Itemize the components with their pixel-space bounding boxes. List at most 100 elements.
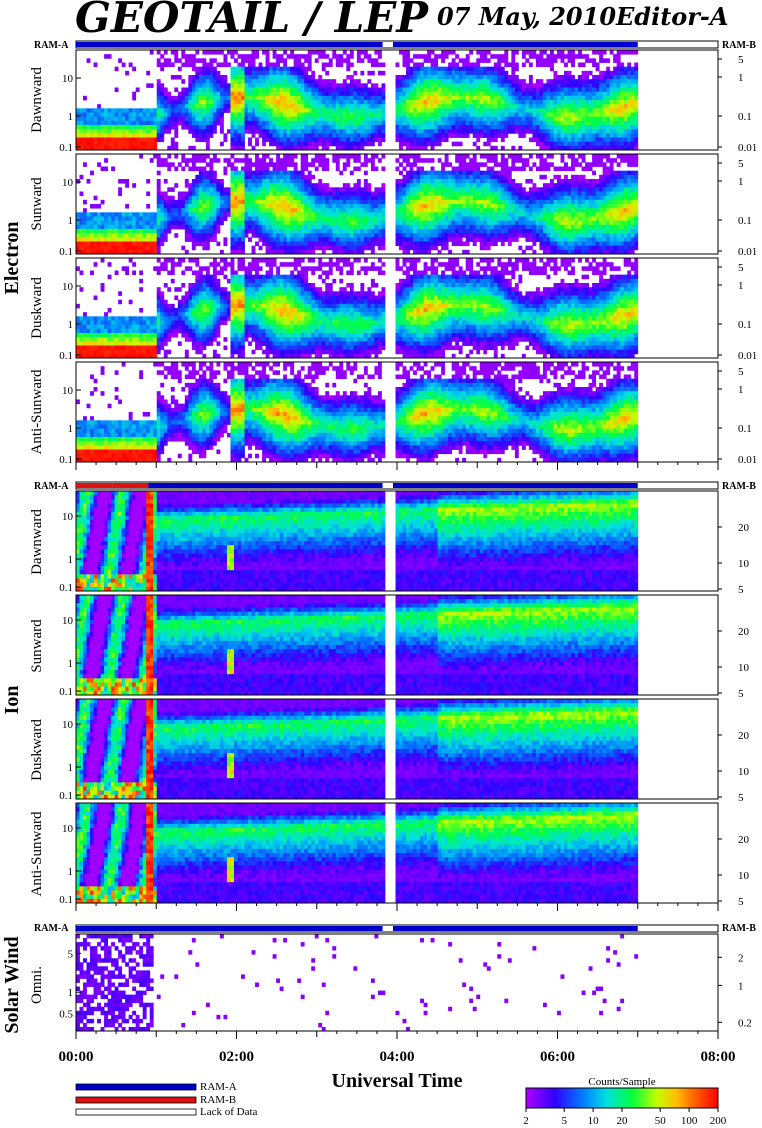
heat-cell [276,237,281,242]
heat-cell [444,191,449,197]
heat-cell [539,91,544,97]
heat-cell [630,133,635,138]
heat-cell [592,79,597,84]
heat-cell [349,229,354,234]
heat-cell [167,129,172,134]
heat-cell [634,62,639,68]
heat-cell [399,170,403,176]
heat-cell [114,220,119,226]
heat-cell [149,229,154,234]
heat-cell [413,104,417,109]
heat-cell [444,204,449,209]
heat-cell [272,187,277,192]
heat-cell [420,104,424,109]
heat-cell [174,216,179,222]
heat-cell [416,233,421,238]
heat-cell [367,116,372,122]
heat-cell [402,195,407,201]
heat-cell [370,208,375,213]
heat-cell [311,87,316,93]
ram-bar-electron [75,40,719,49]
heat-cell [483,241,488,247]
heat-cell [205,154,210,159]
heat-cell [304,174,309,180]
heat-cell [269,62,274,68]
heat-cell [177,104,182,109]
heat-cell [479,162,484,167]
heat-cell [149,249,154,255]
heat-cell [184,120,189,126]
heat-cell [286,95,291,101]
heat-cell [100,229,105,234]
heat-cell [83,125,87,130]
heat-cell [297,125,302,130]
heat-cell [560,50,565,55]
heat-cell [328,216,333,222]
heat-cell [599,104,604,109]
heat-cell [581,120,586,126]
heat-cell [465,125,470,130]
heat-cell [283,187,288,192]
heat-cell [342,212,347,217]
heat-cell [314,154,319,159]
heat-cell [265,66,270,72]
heat-cell [399,216,403,222]
heat-cell [458,100,463,105]
heat-cell [248,91,252,97]
heat-cell [290,108,295,113]
heat-cell [226,195,231,201]
heat-cell [437,75,442,80]
heat-cell [634,95,639,101]
heat-cell [174,75,179,80]
heat-cell [111,133,116,138]
heat-cell [125,70,130,76]
heat-cell [479,179,484,184]
heat-cell [546,141,551,147]
heat-cell [290,187,295,192]
heat-cell [567,91,572,97]
heat-cell [307,162,312,167]
heat-cell [191,208,196,213]
heat-cell [107,120,112,126]
heat-cell [107,237,112,242]
heat-cell [413,208,417,213]
heat-cell [521,125,526,130]
heat-cell [427,58,431,63]
heat-cell [399,108,403,113]
heat-cell [135,120,140,126]
heat-cell [153,145,158,151]
heat-cell [97,224,101,230]
heat-cell [90,224,94,230]
heat-cell [395,116,400,122]
heat-cell [381,108,386,113]
heat-cell [174,54,179,59]
heat-cell [233,195,238,201]
heat-cell [325,237,330,242]
heat-cell [174,166,179,172]
heat-cell [237,183,242,188]
heat-cell [504,91,509,97]
heat-cell [241,179,245,184]
heat-cell [427,212,431,217]
heat-cell [360,83,365,88]
heat-cell [413,220,417,226]
heat-cell [416,83,421,88]
heat-cell [139,237,144,242]
heat-cell [97,220,101,226]
heat-cell [195,112,200,118]
heat-cell [241,129,245,134]
heat-cell [332,133,337,138]
heat-cell [233,116,238,122]
heat-cell [564,62,568,68]
heat-cell [479,83,484,88]
heat-cell [321,145,326,151]
heat-cell [265,224,270,230]
heat-cell [100,120,105,126]
heat-cell [367,112,372,118]
heat-cell [125,120,130,126]
heat-cell [623,87,628,93]
heat-cell [314,125,319,130]
heat-cell [451,70,456,76]
heat-cell [356,191,361,197]
heat-cell [458,158,463,163]
